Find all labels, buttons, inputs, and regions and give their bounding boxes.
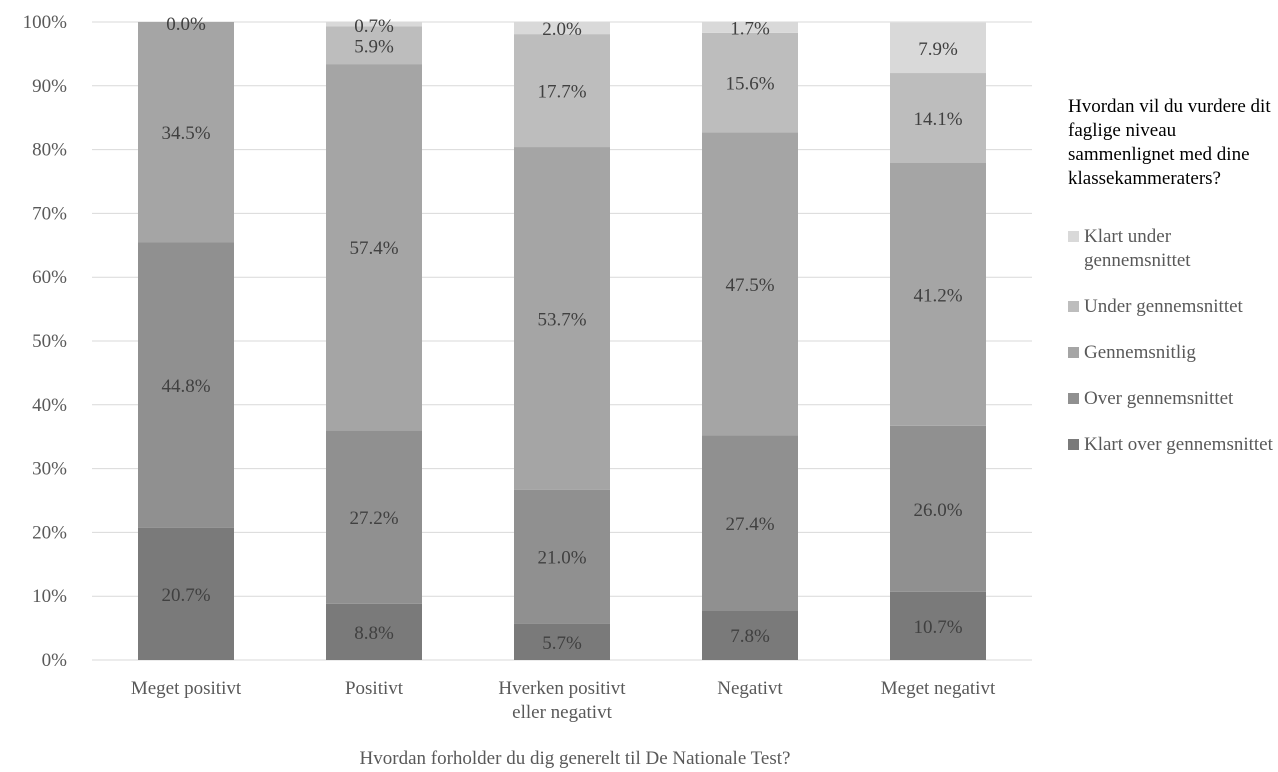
data-label: 5.7% [542,633,582,654]
data-labels: 20.7% 44.8% 34.5% 0.0% 8.8% 27.2% 57.4% 5.9%0.7… [161,14,962,654]
bar-segment [326,22,422,27]
legend-item: Klart over gennemsnittet [1068,433,1278,457]
legend: Hvordan vil du vurdere dit faglige nivea… [1068,95,1278,457]
legend-label: Over gennemsnittet [1084,388,1234,409]
bar-segment [514,22,610,35]
y-tick-label: 50% [32,331,67,352]
legend-swatch [1068,393,1079,404]
data-label: 53.7% [537,309,586,330]
bar-segment [890,425,986,592]
bar-segment [890,591,986,660]
y-tick-label: 100% [23,12,68,33]
y-tick-label: 70% [32,203,67,224]
y-tick-label: 60% [32,267,67,288]
y-tick-label: 90% [32,76,67,97]
data-label: 14.1% [913,109,962,130]
y-tick-label: 80% [32,140,67,161]
x-category-label: Meget negativt [881,678,996,699]
x-axis-categories: Meget positivt Positivt Hverken positivt el… [131,678,996,723]
data-label: 7.9% [918,39,958,60]
x-category-label: eller negativt [512,702,612,723]
legend-title: Hvordan vil du vurdere dit faglige nivea… [1068,96,1271,189]
data-label: 0.7% [354,16,394,37]
bar-segment [514,489,610,624]
data-label: 10.7% [913,617,962,638]
x-category-label: Negativt [717,678,783,699]
legend-items: Klart under gennemsnittet Under gennemsni… [1068,225,1278,457]
data-label: 1.7% [730,18,770,39]
y-tick-label: 20% [32,522,67,543]
data-label: 44.8% [161,376,210,397]
legend-item: Gennemsnitlig [1068,341,1278,365]
x-category-label: Hverken positivt [498,678,626,699]
data-label: 8.8% [354,623,394,644]
data-label: 27.4% [725,514,774,535]
bar-segment [702,435,798,611]
bar-segment [326,64,422,431]
bar-segment [138,22,234,243]
legend-label: Gennemsnitlig [1084,342,1196,363]
data-label: 26.0% [913,500,962,521]
bar-segment [514,623,610,660]
legend-swatch [1068,347,1079,358]
bar-segment [702,22,798,33]
data-label: 41.2% [913,285,962,306]
y-tick-label: 40% [32,395,67,416]
data-label: 0.0% [166,14,206,35]
chart-plot: 20.7% 44.8% 34.5% 0.0% 8.8% 27.2% 57.4% 5.9%0.7… [23,12,1032,769]
y-tick-label: 10% [32,586,67,607]
bar-segment [702,32,798,133]
bar-segment [702,132,798,436]
bar-segment [138,527,234,660]
data-label: 7.8% [730,626,770,647]
data-label: 17.7% [537,82,586,103]
data-label: 20.7% [161,585,210,606]
y-tick-label: 30% [32,459,67,480]
data-label: 21.0% [537,548,586,569]
legend-label: Under gennemsnittet [1084,296,1243,317]
bar-segment [326,430,422,604]
legend-label: Klart over gennemsnittet [1084,434,1273,455]
legend-swatch [1068,439,1079,450]
x-category-label: Meget positivt [131,678,242,699]
data-label: 2.0% [542,19,582,40]
legend-swatch [1068,231,1079,242]
data-label: 57.4% [349,238,398,259]
legend-label: Klart under gennemsnittet [1084,226,1191,271]
bar-segment [514,34,610,148]
x-category-label: Positivt [345,678,404,699]
bar-segment [890,22,986,74]
y-tick-label: 0% [42,650,68,671]
bar-segment [138,242,234,528]
bar-segment [702,610,798,660]
data-label: 47.5% [725,275,774,296]
bar-segment [326,26,422,65]
legend-swatch [1068,301,1079,312]
bar-segment [326,603,422,660]
legend-item: Klart under gennemsnittet [1068,225,1278,273]
y-axis-ticks: 0% 10% 20% 30% 40% 50% 60% 70% 80% 90% 100% [23,12,68,671]
bar-segment [890,73,986,163]
bar-segment [890,162,986,426]
data-label: 27.2% [349,508,398,529]
data-label: 34.5% [161,123,210,144]
legend-item: Over gennemsnittet [1068,387,1278,411]
bars [138,22,986,660]
data-label: 15.6% [725,74,774,95]
data-label: 5.9% [354,36,394,57]
legend-item: Under gennemsnittet [1068,295,1278,319]
bar-segment [514,147,610,490]
x-axis-title: Hvordan forholder du dig generelt til De… [360,748,791,769]
